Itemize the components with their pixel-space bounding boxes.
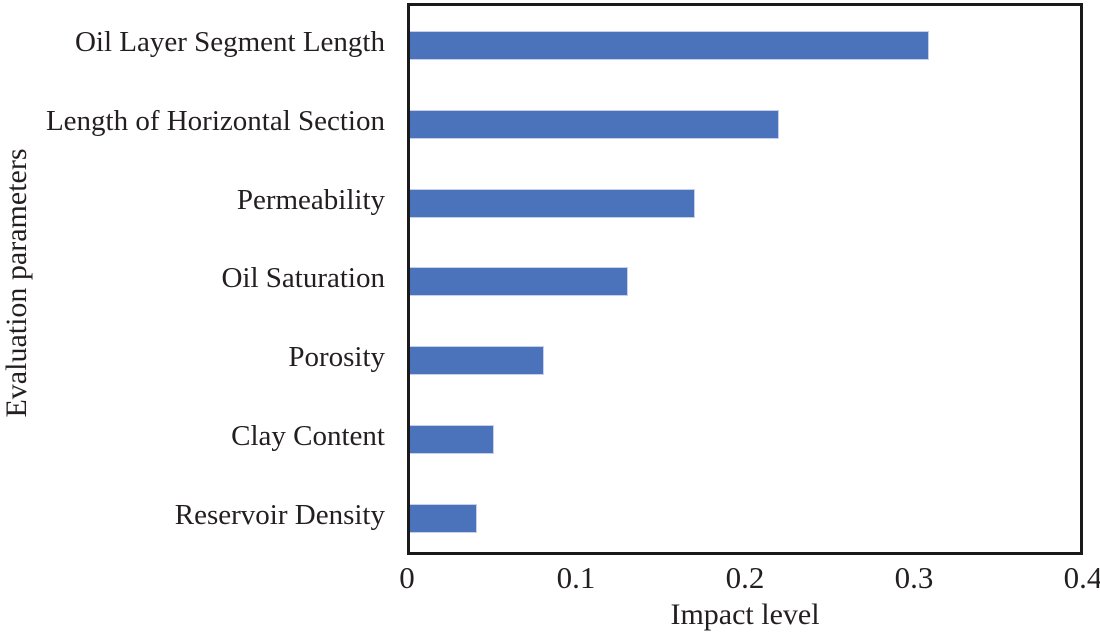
bar-row <box>410 6 1080 85</box>
bar <box>410 503 477 533</box>
x-axis-ticks: 0 0.1 0.2 0.3 0.4 <box>399 560 1100 602</box>
bar <box>410 30 930 60</box>
category-label: Oil Layer Segment Length <box>74 25 385 58</box>
bar <box>410 188 695 218</box>
bar <box>410 109 779 139</box>
category-label: Porosity <box>288 341 385 374</box>
bar-row <box>410 243 1080 322</box>
plot-area <box>407 3 1083 555</box>
bar <box>410 425 494 455</box>
x-tick-label: 0.2 <box>725 560 765 595</box>
bar-row <box>410 479 1080 558</box>
category-axis: Oil Layer Segment Length Length of Horizo… <box>0 3 397 555</box>
category-label: Clay Content <box>231 420 385 453</box>
bar-row <box>410 321 1080 400</box>
category-label: Length of Horizontal Section <box>45 104 385 137</box>
bar <box>410 267 628 297</box>
bar-row <box>410 164 1080 243</box>
x-tick-label: 0.1 <box>556 560 596 595</box>
x-tick-label: 0.3 <box>894 560 934 595</box>
x-tick-label: 0.4 <box>1063 560 1100 595</box>
category-label: Permeability <box>236 183 385 216</box>
bar <box>410 346 544 376</box>
category-label: Reservoir Density <box>174 499 385 532</box>
x-tick-label: 0 <box>399 560 415 595</box>
x-axis-title: Impact level <box>670 598 820 631</box>
category-label: Oil Saturation <box>221 262 385 295</box>
bar-row <box>410 400 1080 479</box>
bar-row <box>410 85 1080 164</box>
